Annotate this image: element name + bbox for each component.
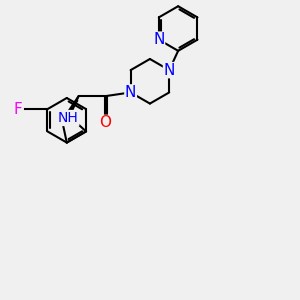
Text: N: N (153, 32, 164, 47)
Text: N: N (125, 85, 136, 100)
Text: O: O (99, 116, 111, 130)
Text: NH: NH (58, 111, 78, 125)
Text: F: F (13, 102, 22, 117)
Text: N: N (164, 63, 175, 78)
